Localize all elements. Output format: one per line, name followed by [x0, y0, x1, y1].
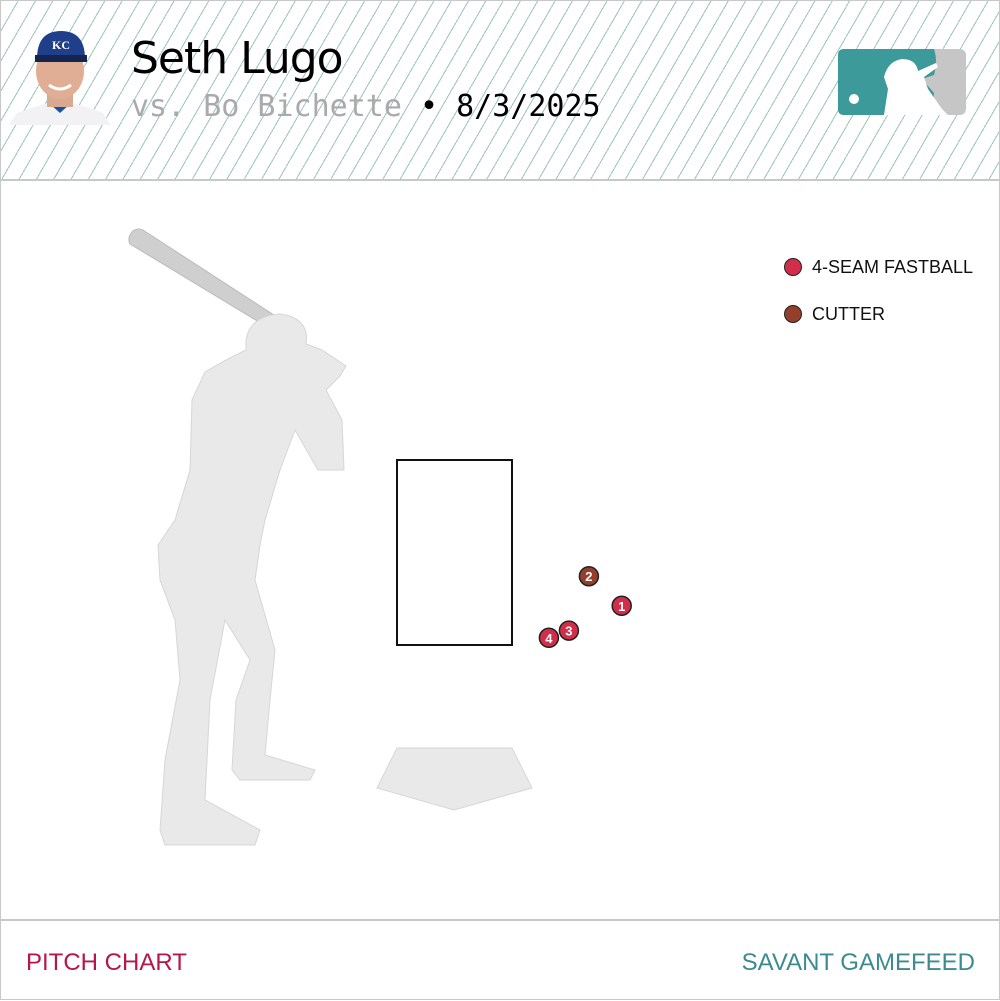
pitch-chart-link[interactable]: PITCH CHART [26, 949, 187, 976]
pitch-marker-4[interactable]: 4 [538, 627, 560, 649]
pitch-marker-3[interactable]: 3 [558, 620, 580, 641]
legend-item-cutter: CUTTER [784, 303, 973, 325]
savant-gamefeed-link[interactable]: SAVANT GAMEFEED [741, 949, 975, 976]
pitch-dot [538, 627, 560, 649]
pitch-dot [558, 620, 580, 641]
matchup-line: vs. Bo Bichette • 8/3/2025 [131, 89, 601, 124]
pitch-number: 3 [565, 624, 572, 639]
home-plate [376, 747, 533, 811]
game-date: 8/3/2025 [456, 89, 601, 124]
legend-item-4-seam-fastball: 4-SEAM FASTBALL [784, 256, 973, 278]
mlb-logo [838, 49, 966, 115]
pitch-marker-1[interactable]: 1 [611, 595, 632, 617]
separator: • [420, 89, 439, 124]
pitch-number: 4 [545, 631, 553, 646]
legend-label: CUTTER [812, 303, 885, 324]
pitch-markers: 1 2 34 [538, 565, 632, 649]
pitcher-name: Seth Lugo [131, 33, 344, 84]
pitch-marker-2[interactable]: 2 [578, 565, 600, 587]
pitch-chart: 1 2 34 [128, 228, 632, 846]
strike-zone [396, 459, 513, 646]
pitcher-headshot: KC [9, 31, 111, 125]
svg-text:KC: KC [52, 38, 70, 52]
pitch-dot [578, 565, 600, 587]
legend-swatch [784, 258, 802, 276]
legend-label: 4-SEAM FASTBALL [812, 256, 974, 277]
pitch-number: 1 [618, 599, 625, 614]
legend: 4-SEAM FASTBALL CUTTER [784, 256, 973, 350]
batter-name: vs. Bo Bichette [131, 89, 402, 124]
pitch-dot [611, 595, 632, 617]
legend-swatch [784, 305, 802, 323]
pitch-number: 2 [585, 569, 592, 584]
header: KC Seth Lugo vs. Bo Bichette • 8/3/2025 [1, 1, 999, 181]
batter-silhouette [128, 228, 347, 846]
footer: PITCH CHART SAVANT GAMEFEED [1, 919, 999, 1001]
